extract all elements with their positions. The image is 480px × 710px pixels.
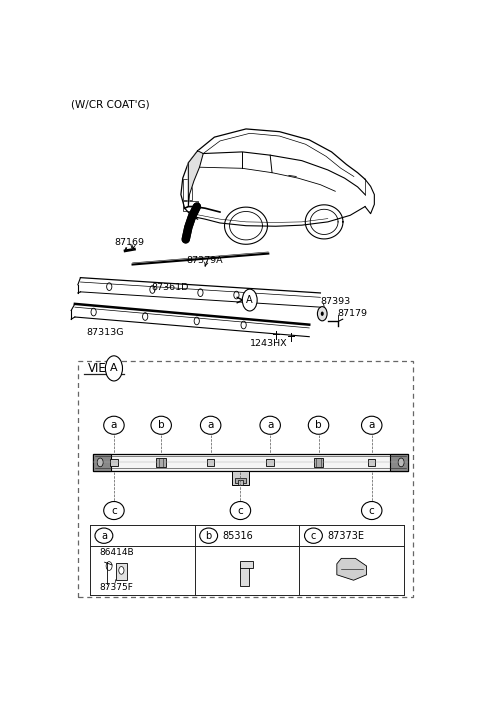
Ellipse shape: [201, 416, 221, 435]
Ellipse shape: [361, 501, 382, 520]
Bar: [156, 457, 166, 467]
Text: a: a: [267, 420, 274, 430]
Bar: [240, 561, 253, 568]
Text: a: a: [101, 530, 107, 541]
Bar: [110, 459, 118, 466]
Ellipse shape: [304, 528, 323, 543]
Text: 87373E: 87373E: [327, 530, 364, 541]
Bar: [240, 564, 249, 586]
Text: c: c: [111, 506, 117, 515]
Ellipse shape: [151, 416, 171, 435]
Text: 87313G: 87313G: [86, 328, 123, 337]
Circle shape: [106, 356, 122, 381]
Ellipse shape: [200, 528, 217, 543]
Ellipse shape: [104, 501, 124, 520]
Text: a: a: [369, 420, 375, 430]
Text: (W/CR COAT'G): (W/CR COAT'G): [71, 99, 150, 109]
Bar: [183, 179, 192, 200]
Bar: [368, 459, 375, 466]
FancyBboxPatch shape: [94, 454, 111, 471]
Polygon shape: [188, 151, 203, 207]
Bar: [116, 563, 127, 579]
Text: 87169: 87169: [114, 238, 144, 247]
Bar: [183, 201, 198, 211]
Ellipse shape: [308, 416, 329, 435]
Text: A: A: [246, 295, 253, 305]
Text: c: c: [369, 506, 374, 515]
Circle shape: [119, 567, 124, 574]
Circle shape: [242, 289, 257, 311]
Text: c: c: [311, 530, 316, 541]
Text: 87361D: 87361D: [151, 283, 189, 292]
Text: a: a: [111, 420, 117, 430]
Bar: [238, 481, 243, 485]
Ellipse shape: [95, 528, 113, 543]
Ellipse shape: [104, 416, 124, 435]
Text: 87179: 87179: [337, 309, 367, 317]
FancyBboxPatch shape: [390, 454, 408, 471]
Bar: [235, 478, 246, 484]
Text: 87375F: 87375F: [99, 584, 133, 592]
Text: b: b: [315, 420, 322, 430]
Text: a: a: [207, 420, 214, 430]
Ellipse shape: [361, 416, 382, 435]
Text: 86414B: 86414B: [99, 548, 134, 557]
Bar: [266, 459, 274, 466]
Text: 87379A: 87379A: [186, 256, 223, 265]
Bar: [232, 471, 249, 485]
Text: 87393: 87393: [321, 297, 351, 305]
Bar: [314, 457, 324, 467]
Circle shape: [317, 307, 327, 321]
Bar: [207, 459, 215, 466]
Circle shape: [321, 312, 324, 316]
FancyBboxPatch shape: [94, 454, 408, 471]
Text: 1243HX: 1243HX: [250, 339, 288, 349]
Text: b: b: [158, 420, 165, 430]
Text: c: c: [238, 506, 243, 515]
Text: A: A: [110, 364, 118, 373]
Ellipse shape: [260, 416, 280, 435]
Text: 85316: 85316: [222, 530, 253, 541]
Text: VIEW: VIEW: [88, 362, 118, 375]
Ellipse shape: [230, 501, 251, 520]
Text: b: b: [205, 530, 212, 541]
Bar: [78, 361, 413, 597]
Circle shape: [97, 458, 103, 466]
Polygon shape: [337, 558, 367, 580]
Circle shape: [398, 458, 404, 466]
